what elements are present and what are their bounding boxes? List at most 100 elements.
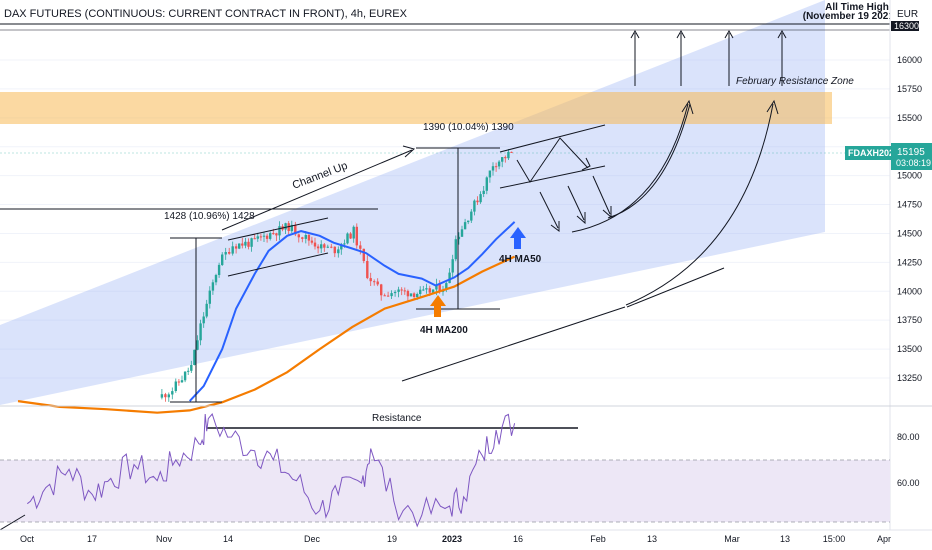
candle-body — [445, 283, 448, 290]
candles — [160, 149, 513, 402]
candle-body — [390, 293, 393, 297]
curve-arrow-3-head — [766, 99, 779, 115]
candle-body — [497, 161, 501, 167]
price-tick-label: 14750 — [897, 200, 922, 210]
measure-label-1: 1428 (10.96%) 1428 — [164, 211, 255, 222]
candle-body — [431, 289, 435, 293]
candle-body — [190, 365, 193, 371]
candle-body — [507, 151, 510, 159]
candle-body — [330, 246, 333, 248]
rsi-corner-line — [0, 514, 26, 531]
candle-body — [174, 381, 177, 391]
price-tick-label: 14500 — [897, 228, 922, 238]
price-axis[interactable] — [890, 0, 932, 530]
drawings — [0, 29, 787, 403]
candle-body — [262, 235, 266, 237]
chart-title: DAX FUTURES (CONTINUOUS: CURRENT CONTRAC… — [4, 8, 408, 20]
wedge-bottom-line — [499, 165, 606, 189]
time-tick-label: 13 — [647, 534, 657, 544]
ath-label-line1: All Time High — [825, 2, 889, 13]
candle-body — [310, 240, 314, 243]
flag-top-line — [227, 217, 329, 241]
candle-body — [337, 249, 340, 254]
rsi-resistance-label: Resistance — [372, 413, 422, 424]
ticker-badge — [845, 146, 891, 160]
candle-body — [359, 245, 362, 249]
candle-body — [290, 224, 293, 232]
candle-body — [419, 289, 422, 294]
candle-body — [406, 290, 410, 297]
zigzag-arrow-head — [581, 157, 591, 171]
candle-body — [294, 224, 297, 235]
candle-body — [479, 194, 482, 203]
candle-body — [307, 235, 311, 241]
candle-body — [448, 272, 451, 284]
wedge-top-line — [499, 124, 606, 153]
candle-body — [265, 235, 269, 239]
candle-body — [164, 394, 167, 398]
candle-body — [482, 190, 485, 194]
up-arrow-1-head — [630, 29, 640, 39]
candle-body — [416, 294, 419, 297]
candle-body — [340, 244, 343, 250]
ath-price-badge — [891, 21, 919, 31]
candle-body — [403, 290, 406, 292]
countdown-value: 03:08:19 — [896, 158, 931, 168]
time-tick-label: Dec — [304, 534, 321, 544]
rsi-tick-label: 80.00 — [897, 432, 920, 442]
ma200-line — [17, 255, 516, 414]
candle-body — [380, 284, 383, 296]
candle-body — [253, 238, 256, 240]
candle-body — [323, 244, 326, 248]
time-tick-label: Oct — [20, 534, 35, 544]
candle-body — [366, 261, 369, 279]
candle-body — [316, 246, 320, 249]
channel-lower-line — [401, 306, 626, 382]
up-arrow-4-head — [777, 29, 787, 39]
candle-body — [510, 151, 513, 153]
curve-arrow-1 — [571, 103, 689, 233]
candle-body — [501, 157, 504, 162]
candle-body — [187, 370, 190, 372]
candle-body — [494, 166, 498, 168]
candle-body — [193, 349, 196, 365]
down-arrow-2-head — [576, 212, 586, 225]
current-price-value: 15195 — [897, 147, 925, 158]
time-ticks[interactable]: Oct 17 Nov 14 Dec 19 2023 16 Feb 13 Mar 13 15:00 Apr — [20, 534, 891, 544]
channel-arrow-line — [221, 149, 413, 231]
candle-body — [256, 236, 259, 239]
time-tick-label: Apr — [877, 534, 891, 544]
candle-body — [369, 278, 372, 282]
candle-body — [383, 295, 386, 297]
candle-body — [313, 242, 317, 247]
rsi-line — [26, 412, 516, 528]
candle-body — [171, 391, 174, 395]
candle-body — [438, 284, 441, 292]
candle-body — [301, 237, 304, 239]
ath-price-value: 16300 — [894, 21, 919, 31]
candle-body — [180, 380, 184, 383]
up-arrow-2-head — [676, 29, 686, 39]
candle-body — [320, 244, 323, 249]
candle-body — [346, 233, 349, 244]
candle-body — [205, 303, 208, 317]
candle-body — [269, 233, 272, 239]
rsi-band — [0, 460, 890, 522]
channel-support-line — [626, 267, 725, 308]
candle-body — [488, 170, 492, 178]
ath-label-line2: (November 19 2021) — [803, 11, 898, 22]
time-tick-label: 19 — [387, 534, 397, 544]
ticker-label: FDAXH2023 — [848, 148, 899, 158]
candle-body — [272, 233, 275, 235]
time-tick-label: 15:00 — [823, 534, 846, 544]
candle-body — [228, 252, 231, 254]
time-tick-label: 2023 — [442, 534, 462, 544]
candle-body — [217, 264, 221, 275]
current-price-badge — [891, 143, 932, 170]
time-tick-label: 17 — [87, 534, 97, 544]
candle-body — [214, 275, 218, 283]
candle-body — [238, 243, 241, 249]
candle-body — [504, 157, 507, 159]
candle-body — [428, 288, 431, 293]
